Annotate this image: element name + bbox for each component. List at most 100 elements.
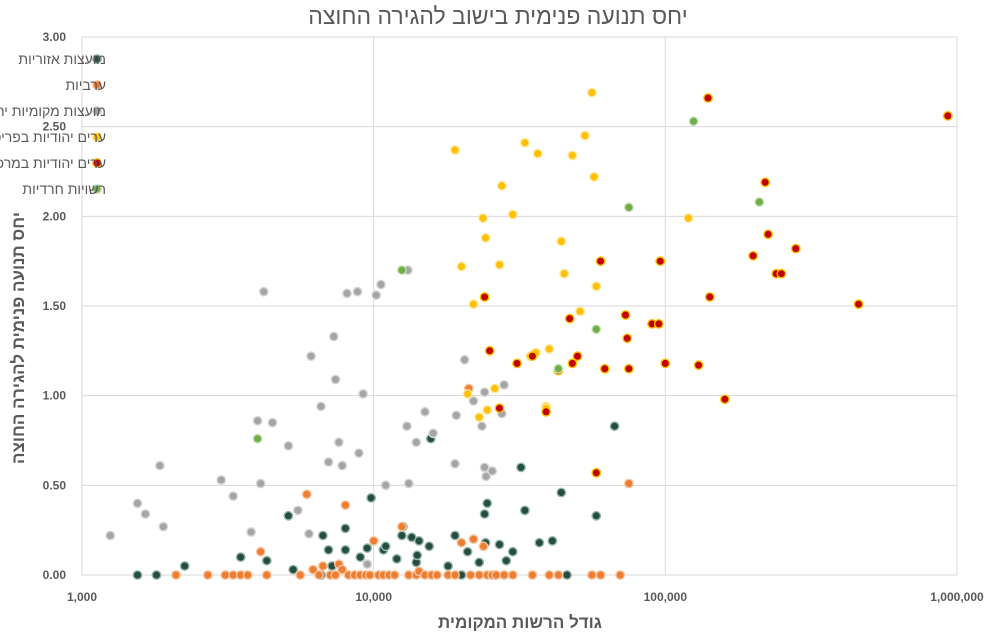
data-point (620, 310, 631, 320)
data-point (179, 561, 190, 571)
data-point (428, 428, 439, 439)
legend-label: ערים יהודיות בפריפריה הכלכלית של ישראל (0, 129, 106, 145)
data-point (520, 137, 530, 148)
data-point (556, 487, 567, 498)
data-point (333, 437, 344, 448)
data-point (317, 530, 328, 541)
data-point (283, 510, 294, 521)
data-point (261, 570, 272, 580)
y-tick-label: 3.00 (43, 30, 67, 44)
data-point (615, 570, 626, 580)
data-point (396, 265, 407, 275)
data-point (242, 570, 253, 580)
data-point (380, 541, 391, 552)
data-point (587, 87, 597, 98)
data-point (330, 374, 341, 385)
data-point (140, 509, 151, 519)
data-point (520, 505, 530, 516)
data-point (595, 570, 606, 580)
data-point (790, 243, 801, 254)
data-point (516, 462, 526, 473)
data-point (330, 570, 341, 580)
data-point (704, 292, 715, 302)
y-tick-label: 0.00 (43, 568, 67, 582)
data-point (474, 412, 485, 423)
legend-marker (92, 54, 102, 64)
series-group (450, 87, 694, 423)
data-point (748, 250, 758, 261)
data-point (595, 256, 606, 267)
data-point (342, 288, 352, 299)
x-axis-title: גודל הרשות המקומית (438, 613, 602, 632)
data-point (622, 333, 633, 344)
legend-label: מועצות מקומיות יהודיות (0, 103, 106, 119)
data-point (476, 421, 487, 432)
data-point (389, 570, 400, 580)
x-tick-label: 1,000,000 (930, 590, 984, 604)
data-points (105, 87, 953, 580)
data-point (412, 550, 423, 561)
data-point (587, 570, 597, 580)
data-point (624, 202, 634, 213)
data-point (396, 521, 407, 532)
data-point (489, 383, 500, 394)
data-point (371, 290, 382, 301)
data-point (532, 148, 543, 159)
data-point (494, 539, 505, 550)
data-point (655, 256, 666, 267)
data-point (484, 345, 495, 356)
data-point (562, 570, 572, 580)
data-point (414, 536, 424, 546)
data-point (465, 570, 476, 580)
x-tick-label: 1,000 (67, 590, 97, 604)
data-point (479, 292, 490, 302)
data-point (589, 171, 599, 182)
data-point (396, 530, 407, 541)
data-point (364, 570, 375, 580)
data-point (499, 570, 509, 580)
axis-ticks: 0.00 0.50 1.00 1.50 2.00 2.50 3.00 1,000 10,000 1… (43, 30, 984, 604)
data-point (411, 437, 422, 448)
data-point (450, 458, 460, 469)
data-point (255, 478, 266, 489)
data-point (553, 363, 564, 374)
data-point (480, 232, 491, 243)
y-tick-label: 1.00 (43, 389, 67, 403)
data-point (499, 379, 509, 390)
data-point (171, 570, 181, 580)
data-point (105, 530, 116, 541)
data-point (763, 229, 773, 240)
data-point (683, 213, 694, 224)
data-point (754, 197, 765, 207)
data-point (564, 313, 575, 324)
data-point (494, 403, 505, 414)
legend-label: רשויות חרדיות (22, 181, 106, 197)
data-point (459, 354, 470, 365)
legend-label: ערביות (65, 77, 106, 93)
data-point (567, 358, 578, 369)
series-group (171, 383, 634, 580)
legend-marker (92, 106, 102, 116)
data-point (534, 537, 545, 548)
data-point (252, 433, 263, 444)
data-point (624, 478, 634, 489)
legend: מועצות אזוריות ערביות מועצות מקומיות יהודי… (0, 51, 106, 197)
data-point (541, 406, 551, 417)
data-point (376, 279, 386, 290)
data-point (507, 209, 518, 220)
x-tick-label: 100,000 (644, 590, 688, 604)
data-point (624, 363, 634, 374)
data-point (547, 536, 558, 546)
data-point (575, 306, 585, 317)
data-point (158, 521, 169, 532)
y-tick-label: 1.50 (43, 299, 67, 313)
data-point (228, 491, 239, 501)
data-point (572, 351, 583, 362)
data-point (424, 541, 435, 552)
data-point (580, 130, 590, 141)
data-point (450, 530, 460, 541)
data-point (362, 559, 373, 570)
data-point (267, 417, 278, 428)
data-point (653, 318, 664, 329)
data-point (482, 498, 493, 509)
